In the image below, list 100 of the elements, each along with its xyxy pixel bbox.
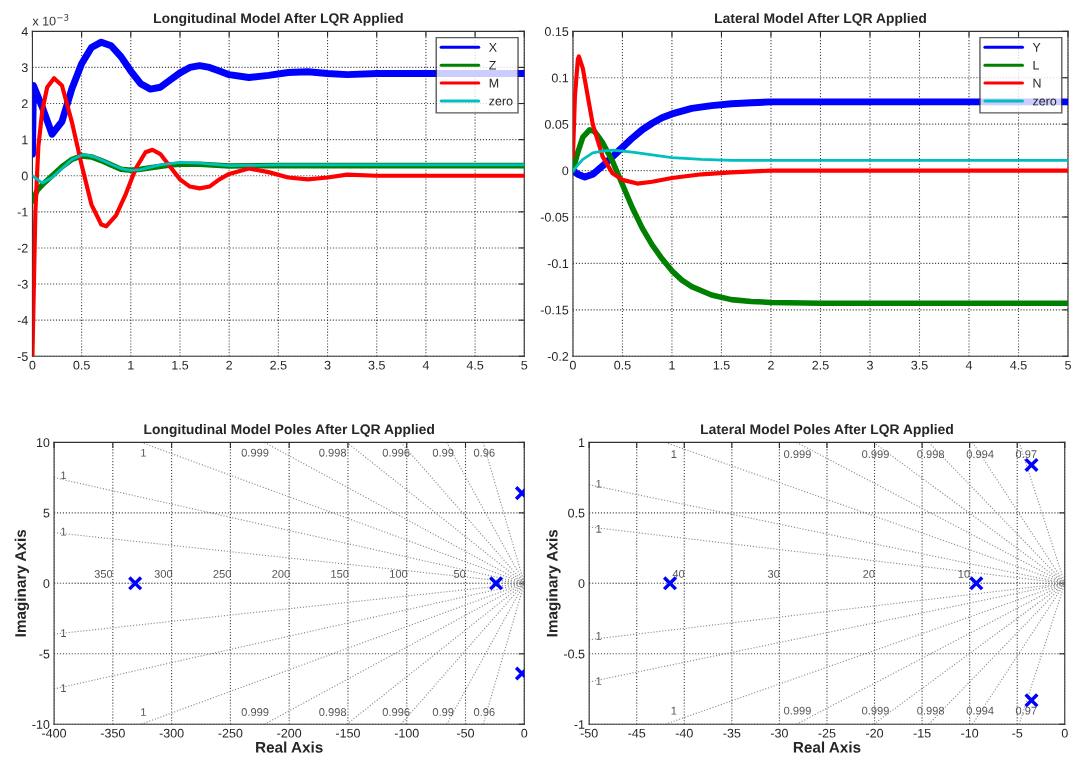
x-tick-label: -350 — [100, 728, 125, 738]
x-tick-label: -50 — [580, 728, 598, 738]
y-tick-label: 0 — [578, 579, 585, 588]
x-tick-label: 0.5 — [73, 360, 90, 370]
annotation: 350 — [94, 569, 113, 578]
x-tick-label: 1 — [128, 360, 134, 370]
y-tick-label: 0.5 — [568, 508, 585, 518]
legend-label: zero — [1032, 98, 1057, 106]
chart-title: Lateral Model After LQR Applied — [715, 12, 926, 26]
annotation: 1 — [61, 527, 66, 536]
x-tick-label: -300 — [159, 728, 184, 738]
annotation: 0.998 — [319, 448, 347, 457]
x-tick-label: -50 — [457, 728, 475, 738]
chart-title: Longitudinal Model Poles After LQR Applied — [144, 424, 434, 437]
y-tick-label: -0.05 — [540, 212, 569, 222]
x-tick-label: -25 — [818, 728, 836, 738]
x-tick-label: 2 — [768, 360, 774, 370]
y-tick-label: 0 — [43, 579, 50, 588]
annotation: 1 — [671, 450, 677, 458]
annotation: 150 — [331, 569, 349, 578]
y-tick-label: 10 — [36, 438, 50, 448]
annotation: 1 — [596, 632, 602, 640]
y-axis-title: Imaginary Axis — [14, 529, 30, 637]
x-tick-label: -35 — [723, 728, 741, 738]
annotation: 0.998 — [917, 706, 945, 715]
x-tick-label: 1.5 — [713, 360, 730, 370]
y-tick-label: -5 — [39, 649, 50, 659]
annotation: 0.96 — [473, 448, 495, 457]
legend-label: X — [489, 43, 497, 52]
legend-label: zero — [489, 98, 513, 106]
x-tick-label: 3 — [866, 360, 873, 370]
annotation: 0.994 — [966, 450, 994, 459]
annotation: 0.999 — [784, 450, 811, 459]
x-tick-label: 4.5 — [466, 360, 484, 370]
annotation: 0.996 — [382, 708, 410, 716]
x-tick-label: 4 — [965, 360, 973, 370]
annotation: 200 — [272, 569, 290, 578]
annotation: 1 — [596, 525, 602, 533]
x-tick-label: -100 — [394, 728, 419, 738]
y-tick-label: 0.05 — [544, 119, 569, 129]
annotation: 0.999 — [784, 706, 811, 715]
y-tick-label: 0.15 — [544, 27, 569, 36]
y-tick-label: -0.15 — [540, 305, 569, 315]
annotation: 1 — [61, 471, 66, 480]
x-tick-label: -15 — [913, 728, 931, 738]
y-tick-label: -1 — [574, 720, 585, 729]
y-tick-label: 2 — [21, 99, 28, 109]
chart-title: Lateral Model Poles After LQR Applied — [701, 424, 953, 437]
x-axis-title: Real Axis — [793, 741, 861, 753]
annotation: 1 — [141, 708, 146, 716]
y-tick-label: -10 — [32, 720, 50, 729]
annotation: 1 — [596, 677, 602, 685]
annotation: 0.96 — [473, 708, 495, 716]
annotation: 0.998 — [917, 450, 945, 459]
annotation: 0.994 — [966, 706, 994, 715]
annotation: 250 — [213, 569, 231, 578]
x-tick-label: -30 — [770, 728, 788, 738]
x-tick-label: -5 — [1012, 728, 1023, 738]
x-tick-label: -150 — [335, 728, 360, 738]
x-tick-label: 4.5 — [1010, 360, 1027, 370]
annotation: 300 — [154, 569, 173, 578]
annotation: 0.97 — [1015, 706, 1037, 715]
text: x 10$^{−3}$ — [32, 14, 69, 26]
y-tick-label: 0.1 — [551, 73, 569, 83]
annotation: 1 — [141, 448, 146, 457]
x-tick-label: -40 — [675, 728, 693, 738]
annotation: 50 — [453, 569, 466, 578]
annotation: 1 — [671, 706, 677, 715]
y-tick-label: 1 — [578, 438, 585, 447]
annotation: 0.998 — [319, 708, 347, 716]
x-tick-label: 3.5 — [911, 360, 928, 370]
x-axis-title: Real Axis — [256, 741, 323, 753]
x-tick-label: 0 — [1061, 728, 1068, 738]
y-tick-label: -4 — [17, 316, 28, 325]
y-tick-label: -3 — [17, 279, 28, 289]
y-tick-label: -0.5 — [564, 649, 585, 659]
y-tick-label: 0 — [562, 166, 569, 176]
x-tick-label: -10 — [961, 728, 979, 738]
annotation: 0.99 — [432, 448, 454, 457]
x-tick-label: -250 — [218, 728, 243, 738]
y-tick-label: 3 — [21, 63, 28, 73]
y-tick-label: -0.1 — [547, 259, 569, 269]
x-tick-label: 2.5 — [812, 360, 829, 370]
y-tick-label: 0 — [21, 171, 28, 181]
x-tick-label: 1.5 — [172, 360, 189, 370]
x-tick-label: 2.5 — [270, 360, 287, 370]
x-tick-label: 5 — [1065, 360, 1071, 370]
x-tick-label: 4 — [422, 360, 430, 370]
x-tick-label: 2 — [226, 360, 233, 370]
x-tick-label: 0 — [521, 728, 528, 738]
annotation: 0.999 — [241, 448, 269, 457]
y-tick-label: 4 — [21, 27, 28, 36]
annotation: 1 — [61, 629, 66, 637]
y-axis-title: Imaginary Axis — [546, 529, 561, 637]
y-tick-label: 1 — [22, 135, 28, 145]
y-tick-label: -1 — [17, 207, 28, 217]
x-tick-label: -400 — [42, 728, 67, 738]
annotation: 0.996 — [382, 448, 410, 457]
annotation: 1 — [61, 684, 66, 692]
legend-label: M — [489, 78, 499, 88]
